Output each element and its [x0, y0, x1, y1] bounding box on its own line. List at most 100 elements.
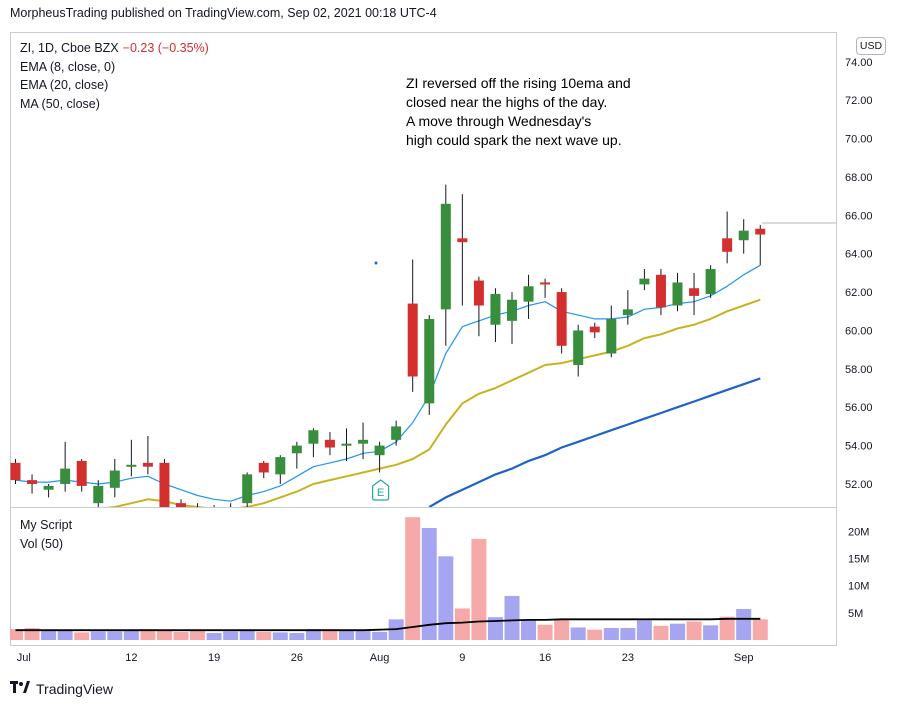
candle-body — [27, 480, 38, 484]
candle-body — [655, 274, 666, 308]
candle — [473, 276, 484, 337]
candle — [324, 432, 335, 456]
ema8-label[interactable]: EMA (8, close, 0) — [20, 59, 116, 74]
time-tick-label: 19 — [208, 652, 220, 664]
volume-ma-line — [15, 617, 761, 632]
candle — [540, 278, 551, 298]
price-tick-label: 56.00 — [845, 402, 873, 414]
candle-body — [457, 238, 468, 243]
candle — [126, 439, 137, 477]
candle-body — [424, 318, 435, 404]
price-tick-label: 72.00 — [845, 95, 873, 107]
candle-body — [722, 238, 733, 252]
candle — [573, 324, 584, 377]
volume-bar — [521, 620, 537, 640]
candle-body — [242, 474, 253, 504]
volume-bar — [719, 616, 735, 640]
candle-body — [209, 509, 219, 511]
candle — [424, 315, 435, 415]
volume-tick-label: 10M — [848, 581, 869, 593]
volume-bar — [74, 632, 90, 640]
candle — [358, 422, 369, 460]
candle — [490, 288, 501, 342]
marker-dot-icon — [374, 261, 378, 265]
candle — [76, 459, 87, 492]
volume-bar — [487, 617, 503, 640]
candle — [606, 305, 617, 358]
candle-body — [407, 303, 418, 377]
candle — [722, 211, 733, 264]
candle-body — [275, 457, 286, 475]
candle — [109, 459, 120, 498]
volume-bar — [670, 623, 685, 640]
price-tick-label: 58.00 — [845, 364, 873, 376]
footer: TradingView — [10, 680, 113, 697]
time-tick-label: 12 — [125, 652, 137, 664]
candle-body — [672, 282, 683, 306]
tradingview-logo-icon — [10, 680, 30, 697]
volume-bar — [504, 595, 520, 640]
currency-button[interactable]: USD — [856, 37, 886, 55]
vol-label[interactable]: Vol (50) — [20, 536, 64, 551]
volume-bar — [355, 630, 371, 640]
volume-bar — [438, 556, 454, 640]
candle — [655, 269, 666, 316]
candle-body — [606, 318, 617, 354]
ema20-label[interactable]: EMA (20, close) — [20, 78, 109, 92]
candle — [689, 272, 700, 316]
candle — [738, 219, 749, 254]
time-tick-label: 26 — [291, 652, 303, 664]
ema8-line — [15, 264, 761, 502]
candle — [523, 274, 534, 319]
candle — [159, 459, 170, 507]
candle — [93, 480, 104, 507]
volume-bar — [272, 632, 288, 640]
volume-bar — [471, 538, 487, 640]
candle — [556, 288, 567, 354]
time-tick-label: 16 — [539, 652, 551, 664]
candle — [27, 474, 38, 494]
candle-body — [60, 468, 71, 484]
volume-bar — [41, 630, 57, 640]
candle — [755, 224, 766, 266]
ma50-label[interactable]: MA (50, close) — [20, 96, 100, 111]
candle — [308, 428, 319, 458]
candle-body — [755, 228, 766, 235]
price-tick-label: 60.00 — [845, 325, 873, 337]
price-tick-label: 70.00 — [845, 134, 873, 146]
volume-bar — [173, 631, 189, 640]
volume-bar — [686, 621, 702, 640]
volume-bar — [223, 631, 239, 640]
volume-bar — [454, 608, 470, 640]
volume-bar — [123, 630, 139, 640]
volume-bar — [206, 632, 222, 640]
volume-tick-label: 20M — [848, 526, 869, 538]
volume-bar — [653, 625, 669, 640]
publish-info: MorpheusTrading published on TradingView… — [10, 6, 437, 20]
price-change: −0.23 (−0.35%) — [122, 41, 209, 55]
candle — [391, 420, 402, 446]
annotation-line: A move through Wednesday's — [406, 113, 592, 129]
volume-bar — [554, 619, 570, 640]
candle-body — [43, 485, 54, 490]
chart-annotation: ZI reversed off the rising 10ema and clo… — [406, 74, 631, 150]
candle-body — [159, 462, 170, 507]
candle — [291, 441, 302, 469]
volume-tick-label: 15M — [848, 553, 869, 565]
candle — [457, 194, 468, 306]
candle-body — [689, 288, 700, 296]
candle-body — [705, 269, 716, 294]
chart-frame — [10, 32, 837, 646]
ma50-line — [428, 377, 761, 507]
volume-bar — [372, 631, 388, 640]
candle-body — [556, 292, 567, 346]
symbol-row[interactable]: ZI, 1D, Cboe BZX −0.23 (−0.35%) — [20, 39, 209, 58]
candle-body — [622, 309, 633, 316]
script-label[interactable]: My Script — [20, 518, 73, 532]
volume-bar — [57, 629, 73, 640]
candle-body — [523, 286, 534, 302]
candle-body — [473, 280, 484, 306]
annotation-line: closed near the highs of the day. — [406, 94, 608, 110]
candle-body — [341, 443, 352, 446]
